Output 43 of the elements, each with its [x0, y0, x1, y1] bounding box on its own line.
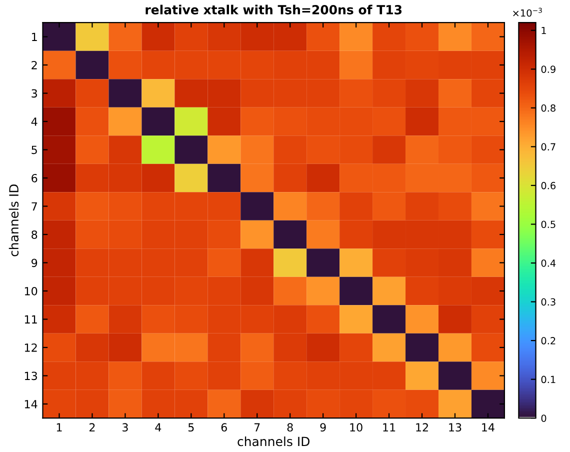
color-bar-label: 0.3: [541, 298, 556, 306]
x-tick-label: 4: [155, 423, 162, 432]
y-tick-label: 10: [24, 286, 38, 296]
color-bar-title: ×10$^{−3}$: [513, 8, 542, 17]
x-tick-label: 5: [188, 423, 194, 432]
y-tick-label: 9: [32, 258, 38, 268]
x-tick-label: 10: [350, 423, 362, 432]
x-tick-label: 2: [89, 423, 95, 432]
x-tick-label: 6: [221, 423, 227, 432]
y-tick-label: 5: [32, 146, 37, 154]
color-bar-label: 0.6: [541, 182, 556, 190]
y-tick-label: 3: [32, 89, 37, 98]
y-tick-label: 6: [32, 174, 38, 182]
y-tick-label: 11: [24, 315, 37, 324]
x-tick-label: 7: [254, 423, 260, 432]
x-tick-label: 14: [482, 423, 494, 432]
color-bar-label: 0: [541, 414, 546, 422]
x-tick-label: 9: [320, 423, 326, 432]
y-tick-label: 12: [24, 343, 37, 352]
x-axis-title: channels ID: [238, 436, 310, 446]
color-bar-label: 0.9: [541, 66, 556, 73]
y-axis-title: channels ID: [8, 184, 19, 256]
color-bar-label: 0.5: [541, 220, 556, 228]
y-tick-label: 13: [24, 372, 37, 380]
y-tick-label: 2: [32, 60, 37, 70]
chart-title: relative xtalk with Tsh=200ns of T13: [146, 4, 402, 14]
color-bar-label: 0.2: [541, 337, 556, 344]
x-tick-label: 11: [383, 423, 396, 432]
y-tick-label: 4: [31, 118, 38, 126]
x-tick-label: 1: [56, 423, 62, 432]
y-tick-label: 1: [32, 32, 37, 41]
y-tick-label: 7: [32, 202, 37, 210]
y-tick-label: 14: [24, 400, 38, 408]
y-tick-label: 8: [32, 230, 38, 239]
color-bar-label: 1: [542, 26, 546, 34]
color-bar-label: 0.8: [541, 104, 556, 112]
x-tick-label: 12: [416, 423, 428, 432]
color-bar-label: 0.4: [541, 259, 556, 267]
x-tick-label: 3: [122, 423, 128, 432]
color-bar-label: 0.1: [541, 376, 556, 384]
color-bar-label: 0.7: [541, 143, 556, 151]
x-tick-label: 13: [449, 423, 462, 432]
x-tick-label: 8: [287, 423, 293, 432]
